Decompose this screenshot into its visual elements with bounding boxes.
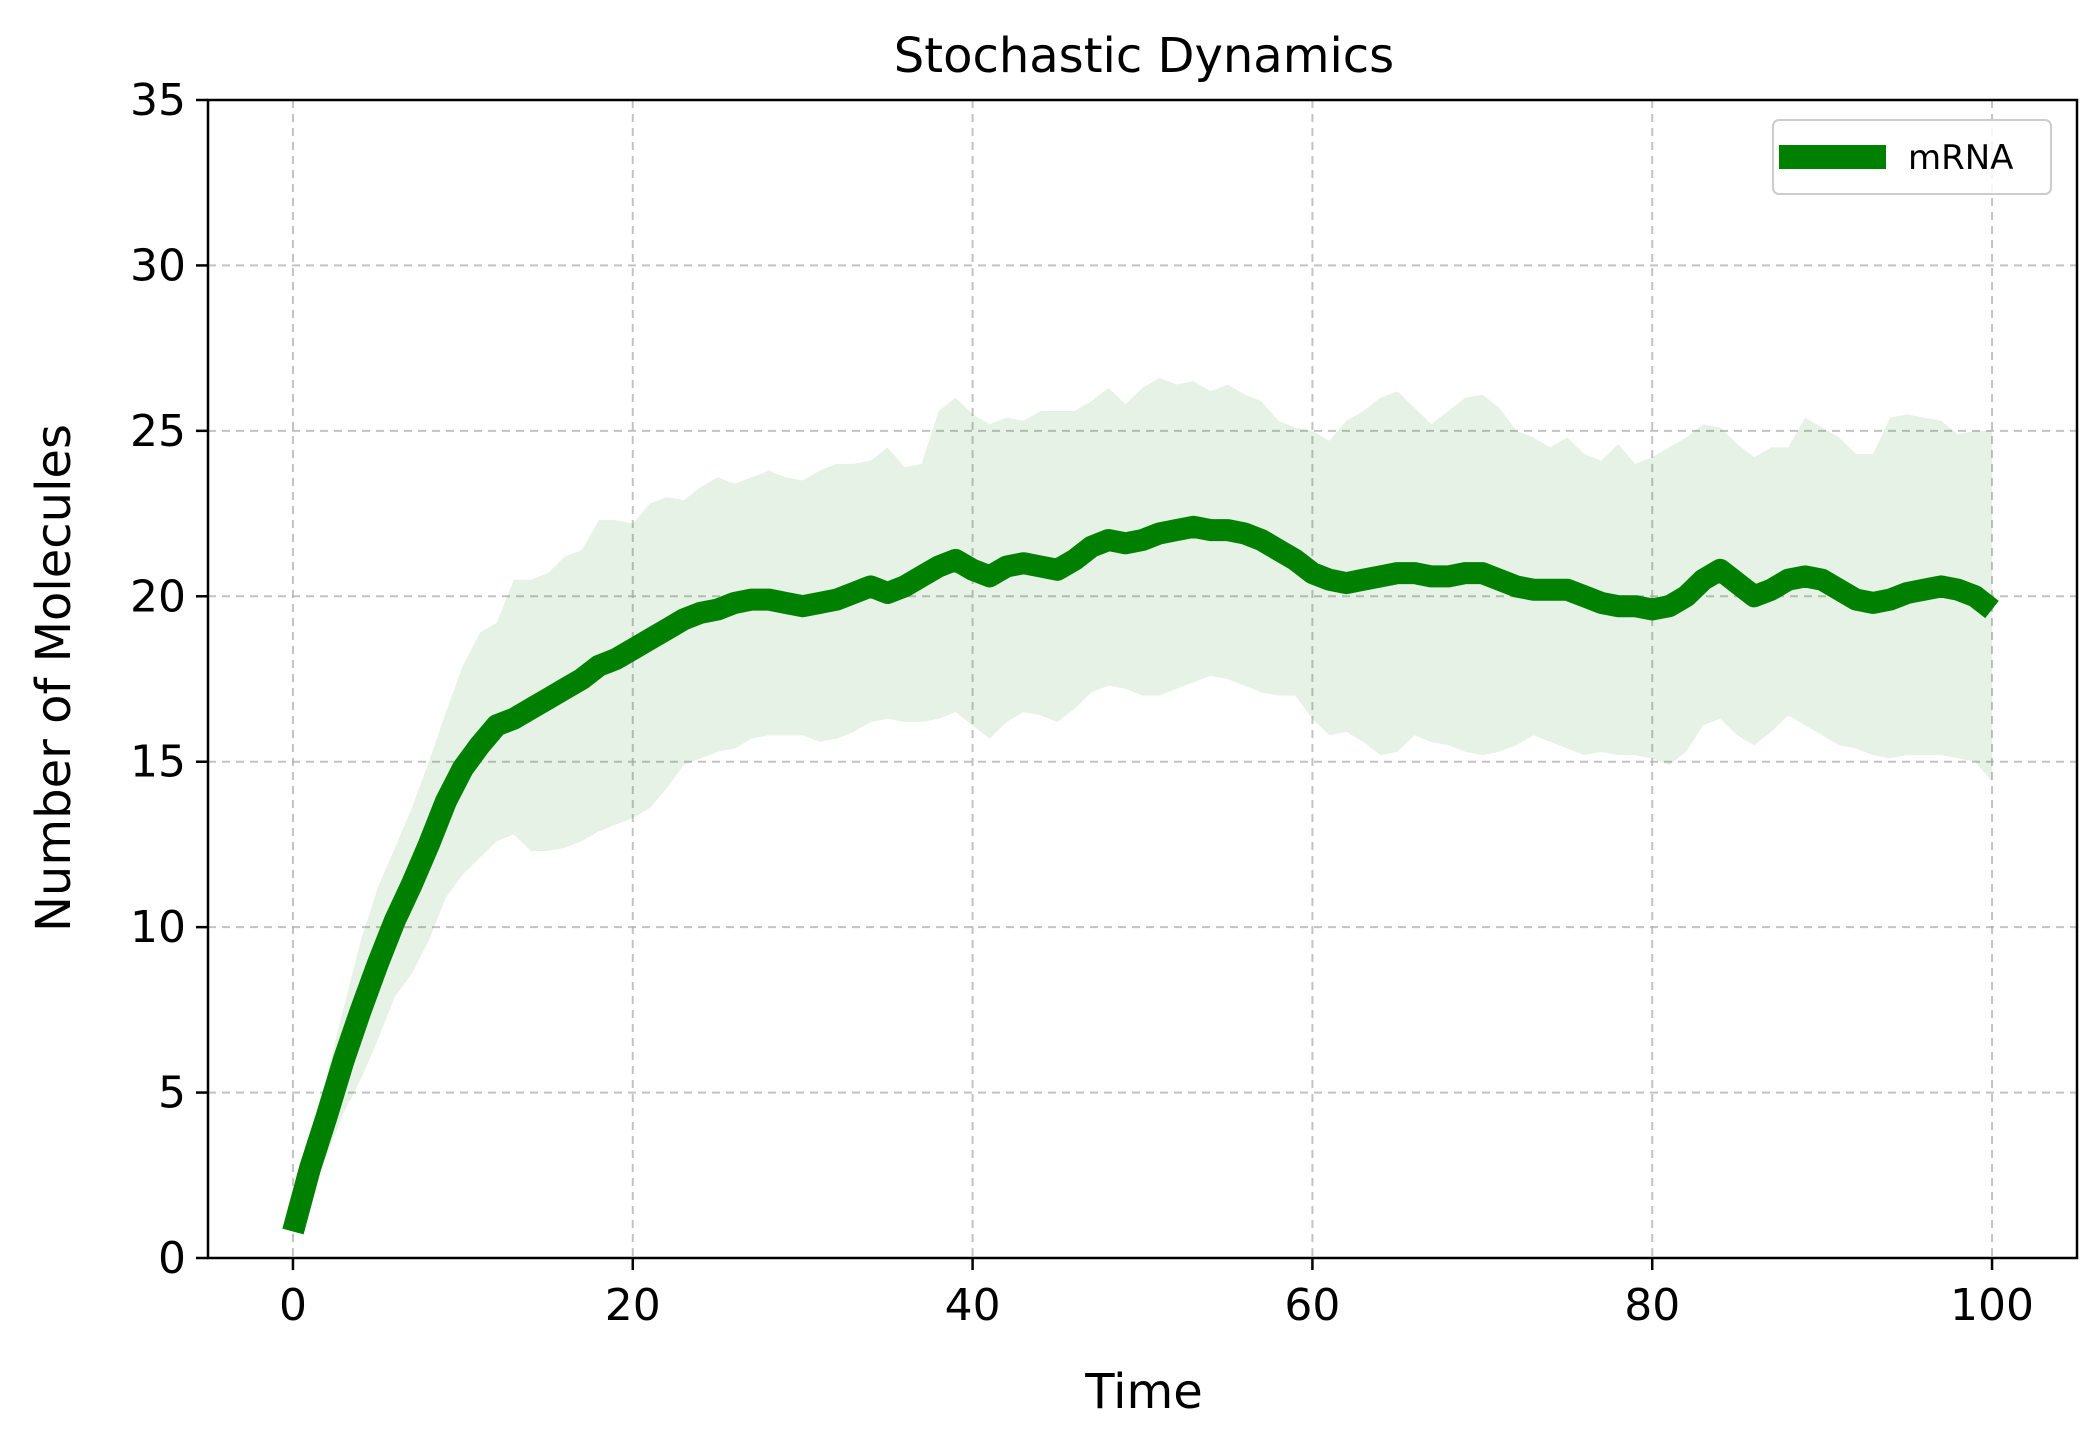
series-lines bbox=[282, 515, 1999, 1235]
x-tick-label: 0 bbox=[279, 1280, 307, 1331]
chart-title: Stochastic Dynamics bbox=[894, 28, 1394, 84]
y-axis-label: Number of Molecules bbox=[26, 424, 82, 932]
legend-box bbox=[1772, 119, 2052, 195]
series-line-mrna bbox=[282, 515, 1999, 1235]
x-tick-label: 60 bbox=[1284, 1280, 1340, 1331]
x-tick-label: 80 bbox=[1624, 1280, 1680, 1331]
x-tick-label: 40 bbox=[945, 1280, 1001, 1331]
y-tick-label: 35 bbox=[130, 75, 186, 126]
x-tick-label: 20 bbox=[605, 1280, 661, 1331]
y-axis-ticks: 0 5 10 15 20 25 30 35 bbox=[130, 75, 208, 1284]
plot-frame bbox=[206, 98, 2079, 1260]
legend: mRNA bbox=[1772, 119, 2052, 195]
x-axis-label: Time bbox=[1084, 1364, 1202, 1420]
y-tick-label: 0 bbox=[158, 1233, 186, 1284]
y-tick-label: 30 bbox=[130, 240, 186, 291]
x-tick-label: 100 bbox=[1950, 1280, 2034, 1331]
y-tick-label: 10 bbox=[130, 902, 186, 953]
y-tick-label: 15 bbox=[130, 737, 186, 788]
legend-label-mrna: mRNA bbox=[1908, 138, 2013, 178]
x-axis-ticks: 0 20 40 60 80 100 bbox=[279, 1258, 2034, 1331]
y-tick-label: 25 bbox=[130, 406, 186, 457]
y-tick-label: 20 bbox=[130, 571, 186, 622]
y-tick-label: 5 bbox=[158, 1068, 186, 1119]
